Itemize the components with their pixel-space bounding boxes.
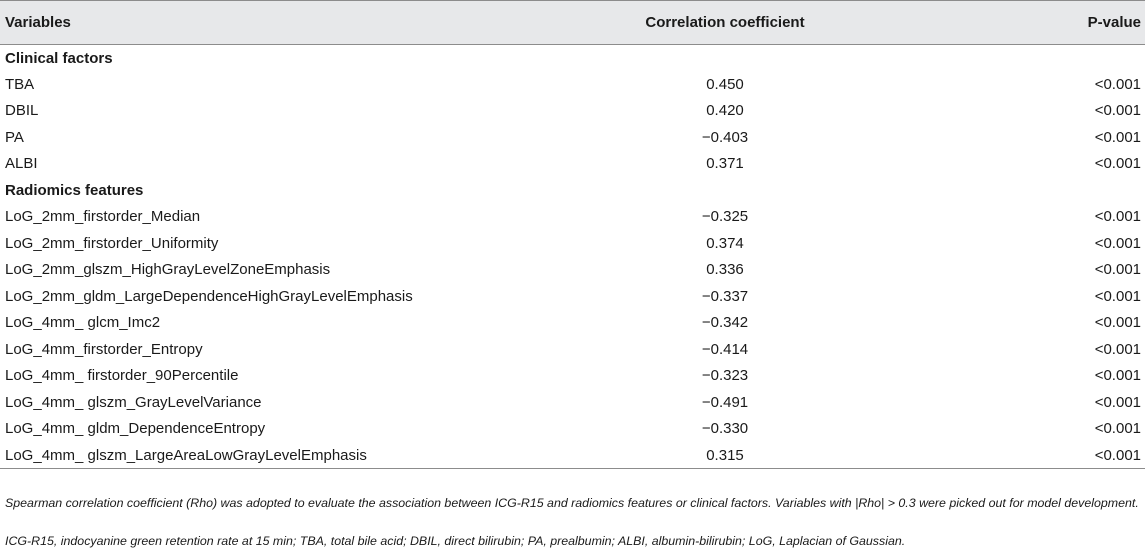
section-title: Clinical factors	[5, 49, 113, 67]
coefficient-cell: −0.414	[701, 340, 749, 358]
section-row-clinical-factors: Clinical factors	[0, 45, 1145, 72]
coefficient-cell: 0.315	[600, 442, 850, 469]
p-value-cell: <0.001	[1094, 128, 1141, 146]
table-row: LoG_2mm_firstorder_Uniformity 0.374 <0.0…	[0, 230, 1145, 257]
header-p-value: P-value	[850, 0, 1145, 45]
coefficient-cell: −0.325	[701, 208, 749, 226]
p-value-cell: <0.001	[1094, 102, 1141, 120]
coefficient-cell: 0.336	[706, 261, 744, 279]
section-row-radiomics-features: Radiomics features	[0, 177, 1145, 204]
variable-cell: LoG_2mm_gldm_LargeDependenceHighGrayLeve…	[5, 287, 413, 305]
variable-cell: LoG_2mm_firstorder_Uniformity	[5, 234, 219, 252]
variable-cell: ALBI	[5, 155, 38, 173]
coefficient-cell: 0.374	[706, 234, 744, 252]
table-row: LoG_2mm_firstorder_Median −0.325 <0.001	[0, 204, 1145, 231]
p-value-cell: <0.001	[1094, 155, 1141, 173]
coefficient-cell: 0.420	[706, 102, 744, 120]
table-row: LoG_2mm_gldm_LargeDependenceHighGrayLeve…	[0, 283, 1145, 310]
p-value-cell: <0.001	[1094, 261, 1141, 279]
p-value-cell: <0.001	[1094, 287, 1141, 305]
table-row: ALBI 0.371 <0.001	[0, 151, 1145, 178]
table-row: LoG_4mm_ glcm_Imc2 −0.342 <0.001	[0, 310, 1145, 337]
footnote-method: Spearman correlation coefficient (Rho) w…	[5, 496, 1139, 510]
variable-cell: LoG_2mm_firstorder_Median	[5, 208, 201, 226]
header-correlation-coefficient: Correlation coefficient	[600, 0, 850, 45]
p-value-cell: <0.001	[1094, 314, 1141, 332]
section-title: Radiomics features	[5, 181, 144, 199]
correlation-table-container: Variables Correlation coefficient P-valu…	[0, 0, 1145, 469]
table-row: LoG_4mm_ gldm_DependenceEntropy −0.330 <…	[0, 416, 1145, 443]
table-row: LoG_4mm_ firstorder_90Percentile −0.323 …	[0, 363, 1145, 390]
variable-cell: LoG_4mm_ firstorder_90Percentile	[5, 367, 239, 385]
variable-cell: LoG_4mm_ glszm_LargeAreaLowGrayLevelEmph…	[0, 442, 600, 469]
variable-cell: LoG_2mm_glszm_HighGrayLevelZoneEmphasis	[5, 261, 331, 279]
table-row: LoG_4mm_ glszm_GrayLevelVariance −0.491 …	[0, 389, 1145, 416]
table-row: LoG_4mm_firstorder_Entropy −0.414 <0.001	[0, 336, 1145, 363]
p-value-cell: <0.001	[1094, 393, 1141, 411]
coefficient-cell: −0.330	[701, 420, 749, 438]
p-value-cell: <0.001	[1094, 234, 1141, 252]
p-value-cell: <0.001	[1094, 367, 1141, 385]
correlation-table: Variables Correlation coefficient P-valu…	[0, 0, 1145, 469]
table-row: PA −0.403 <0.001	[0, 124, 1145, 151]
footnote-abbreviations: ICG-R15, indocyanine green retention rat…	[5, 534, 906, 548]
variable-cell: PA	[5, 128, 24, 146]
coefficient-cell: −0.337	[701, 287, 749, 305]
p-value-cell: <0.001	[1094, 340, 1141, 358]
table-row: LoG_2mm_glszm_HighGrayLevelZoneEmphasis …	[0, 257, 1145, 284]
variable-cell: LoG_4mm_firstorder_Entropy	[5, 340, 203, 358]
p-value-cell: <0.001	[1094, 75, 1141, 93]
coefficient-cell: 0.371	[706, 155, 744, 173]
coefficient-cell: −0.342	[701, 314, 749, 332]
variable-cell: DBIL	[5, 102, 39, 120]
coefficient-cell: −0.491	[701, 393, 749, 411]
variable-cell: LoG_4mm_ glszm_GrayLevelVariance	[5, 393, 262, 411]
table-row: LoG_4mm_ glszm_LargeAreaLowGrayLevelEmph…	[0, 442, 1145, 469]
coefficient-cell: −0.403	[701, 128, 749, 146]
table-row: DBIL 0.420 <0.001	[0, 98, 1145, 125]
variable-cell: LoG_4mm_ gldm_DependenceEntropy	[5, 420, 266, 438]
header-variables: Variables	[0, 0, 600, 45]
p-value-cell: <0.001	[1094, 208, 1141, 226]
table-row: TBA 0.450 <0.001	[0, 71, 1145, 98]
coefficient-cell: 0.450	[706, 75, 744, 93]
p-value-cell: <0.001	[1094, 420, 1141, 438]
table-header: Variables Correlation coefficient P-valu…	[0, 0, 1145, 45]
variable-cell: LoG_4mm_ glcm_Imc2	[5, 314, 161, 332]
header-row: Variables Correlation coefficient P-valu…	[0, 0, 1145, 45]
table-body: Clinical factors TBA 0.450 <0.001 DBIL 0…	[0, 45, 1145, 469]
p-value-cell: <0.001	[850, 442, 1145, 469]
variable-cell: TBA	[5, 75, 35, 93]
coefficient-cell: −0.323	[701, 367, 749, 385]
